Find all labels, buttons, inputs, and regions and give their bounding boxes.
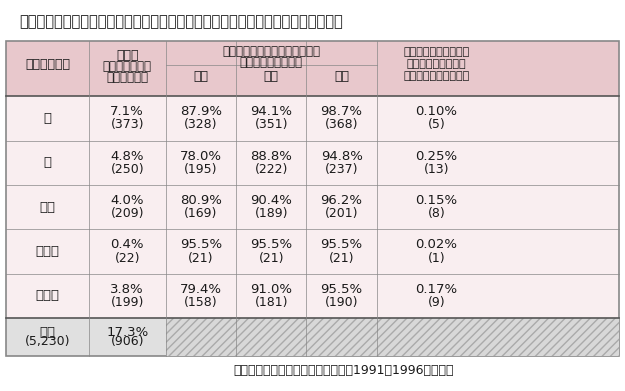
Text: (222): (222) — [254, 163, 288, 176]
Text: (195): (195) — [184, 163, 218, 176]
Text: 17.3%: 17.3% — [106, 326, 148, 339]
Text: 98.7%: 98.7% — [321, 105, 362, 118]
Text: (199): (199) — [111, 296, 144, 309]
FancyBboxPatch shape — [6, 41, 619, 96]
Text: (250): (250) — [111, 163, 144, 176]
Text: (9): (9) — [428, 296, 446, 309]
Text: 再発率: 再発率 — [116, 49, 139, 62]
Text: (22): (22) — [114, 252, 140, 265]
Text: 全体: 全体 — [39, 326, 56, 339]
Text: する再発例が全体に: する再発例が全体に — [407, 59, 466, 69]
Text: 7.1%: 7.1% — [111, 105, 144, 118]
Text: 術後５年を超えて出現: 術後５年を超えて出現 — [403, 47, 469, 57]
Text: (328): (328) — [184, 118, 218, 131]
Text: 表９　大腸癌治癒切除後の初発再発部位別再発率と術後経過年数別累積再発出現率: 表９ 大腸癌治癒切除後の初発再発部位別再発率と術後経過年数別累積再発出現率 — [19, 14, 342, 29]
Text: 78.0%: 78.0% — [180, 149, 222, 163]
Text: (209): (209) — [111, 207, 144, 220]
Text: 88.8%: 88.8% — [250, 149, 292, 163]
Text: (21): (21) — [188, 252, 214, 265]
Text: 96.2%: 96.2% — [321, 194, 362, 207]
Text: 95.5%: 95.5% — [321, 283, 362, 296]
Text: 0.25%: 0.25% — [416, 149, 457, 163]
Text: 術後経過年数別累積再発出現率: 術後経過年数別累積再発出現率 — [222, 45, 320, 58]
Text: (8): (8) — [428, 207, 446, 220]
Text: (906): (906) — [111, 335, 144, 348]
Text: 0.15%: 0.15% — [416, 194, 457, 207]
Text: 占める割合（症例数）: 占める割合（症例数） — [403, 71, 469, 81]
Text: 90.4%: 90.4% — [250, 194, 292, 207]
Text: 95.5%: 95.5% — [321, 238, 362, 251]
Text: (5,230): (5,230) — [25, 335, 71, 348]
Text: 94.1%: 94.1% — [250, 105, 292, 118]
Bar — [166, 318, 619, 356]
Text: 0.4%: 0.4% — [111, 238, 144, 251]
Text: (201): (201) — [325, 207, 358, 220]
Text: 肝: 肝 — [44, 112, 52, 125]
Text: (368): (368) — [325, 118, 358, 131]
Text: 80.9%: 80.9% — [180, 194, 222, 207]
Text: 4.0%: 4.0% — [111, 194, 144, 207]
Text: 87.9%: 87.9% — [180, 105, 222, 118]
Text: ５年: ５年 — [334, 70, 349, 83]
Text: 95.5%: 95.5% — [250, 238, 292, 251]
Text: 95.5%: 95.5% — [179, 238, 222, 251]
Text: (351): (351) — [254, 118, 288, 131]
Text: （再発症例数）: （再発症例数） — [102, 60, 152, 73]
Text: 3.8%: 3.8% — [111, 283, 144, 296]
FancyBboxPatch shape — [6, 96, 619, 318]
Text: (5): (5) — [428, 118, 446, 131]
Text: その他: その他 — [36, 289, 59, 302]
Text: （累積再発症例数）: （累積再発症例数） — [239, 56, 302, 69]
Text: 吻合部: 吻合部 — [36, 245, 59, 258]
Text: (169): (169) — [184, 207, 218, 220]
Text: ３年: ３年 — [193, 70, 208, 83]
Text: (21): (21) — [258, 252, 284, 265]
FancyBboxPatch shape — [6, 318, 619, 356]
Text: （大腸癌研究会プロジェクト研究　1991〜1996年症例）: （大腸癌研究会プロジェクト研究 1991〜1996年症例） — [234, 364, 454, 377]
Text: (158): (158) — [184, 296, 218, 309]
Text: (237): (237) — [325, 163, 358, 176]
Text: (373): (373) — [111, 118, 144, 131]
Text: 初発再発部位: 初発再発部位 — [25, 58, 70, 71]
Text: 0.17%: 0.17% — [416, 283, 457, 296]
Text: 4.8%: 4.8% — [111, 149, 144, 163]
Text: (189): (189) — [254, 207, 288, 220]
Text: ４年: ４年 — [264, 70, 279, 83]
Text: (1): (1) — [428, 252, 446, 265]
Text: (190): (190) — [325, 296, 358, 309]
Text: 局所: 局所 — [39, 201, 56, 213]
Text: 94.8%: 94.8% — [321, 149, 362, 163]
Text: 0.02%: 0.02% — [416, 238, 457, 251]
Text: (13): (13) — [424, 163, 449, 176]
Text: (21): (21) — [329, 252, 354, 265]
Text: （重複含む）: （重複含む） — [106, 72, 148, 84]
Text: 91.0%: 91.0% — [250, 283, 292, 296]
Text: 79.4%: 79.4% — [180, 283, 222, 296]
Text: 0.10%: 0.10% — [416, 105, 457, 118]
Text: (181): (181) — [254, 296, 288, 309]
Text: 肺: 肺 — [44, 156, 52, 169]
